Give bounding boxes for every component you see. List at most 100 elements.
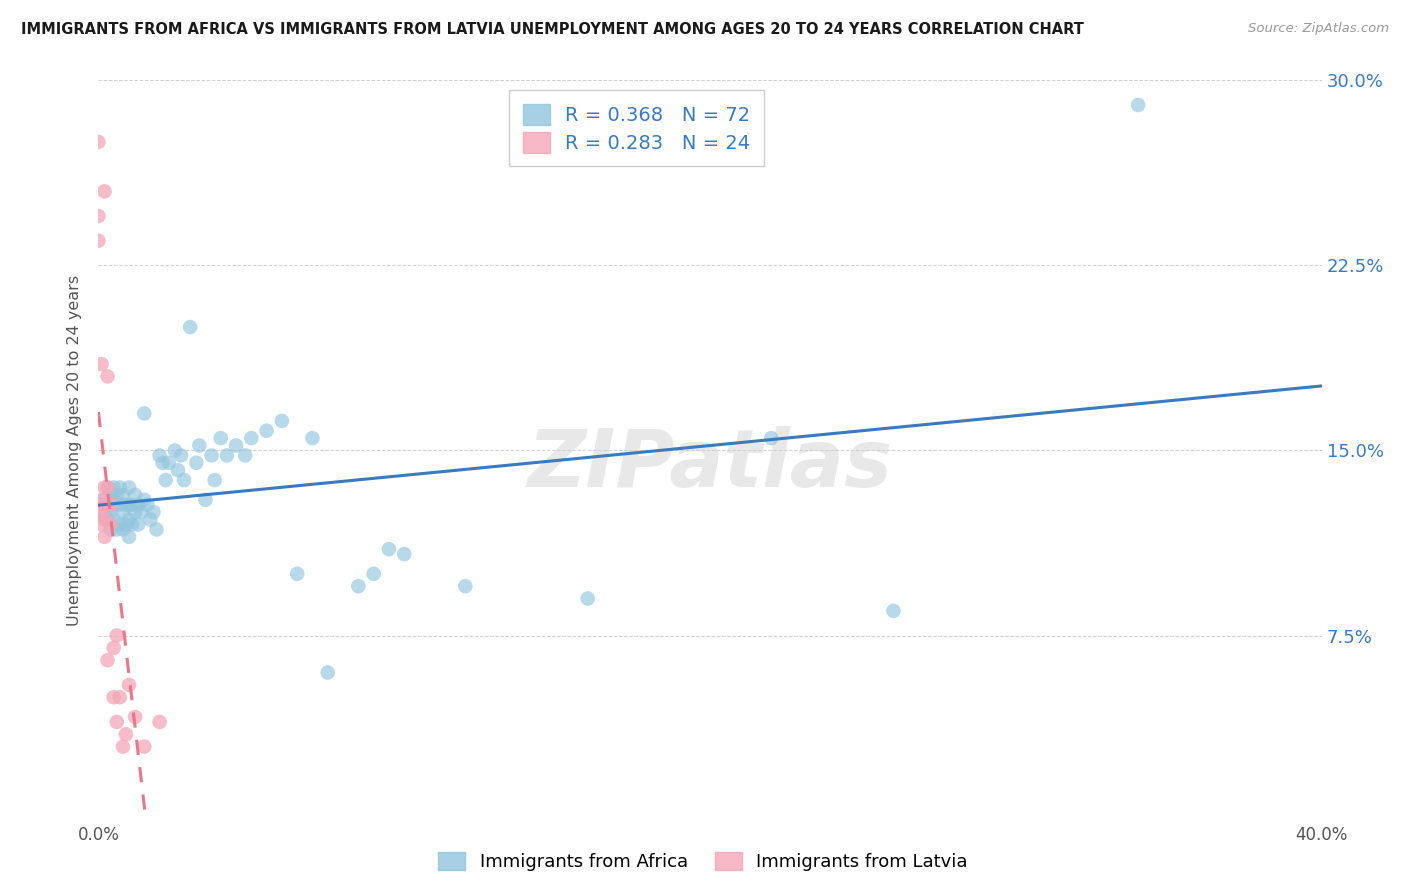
Point: [225, 438, 247, 452]
Point: [93, 505, 115, 519]
Point: [105, 488, 128, 502]
Point: [103, 512, 125, 526]
Point: [454, 579, 477, 593]
Point: [111, 505, 134, 519]
Point: [100, 517, 122, 532]
Point: [134, 492, 156, 507]
Point: [100, 492, 122, 507]
Point: [115, 517, 138, 532]
Point: [97, 369, 120, 384]
Point: [108, 498, 131, 512]
Point: [97, 498, 120, 512]
Text: Source: ZipAtlas.com: Source: ZipAtlas.com: [1249, 22, 1389, 36]
Point: [118, 498, 141, 512]
Point: [93, 184, 115, 198]
Point: [215, 449, 238, 463]
Point: [200, 449, 222, 463]
Point: [145, 523, 167, 537]
Point: [111, 488, 134, 502]
Legend: Immigrants from Africa, Immigrants from Latvia: Immigrants from Africa, Immigrants from …: [430, 845, 976, 879]
Point: [204, 473, 226, 487]
Point: [152, 456, 174, 470]
Point: [134, 739, 156, 754]
Point: [103, 492, 125, 507]
Point: [163, 443, 186, 458]
Point: [124, 710, 146, 724]
Point: [124, 488, 146, 502]
Text: ZIPatlas: ZIPatlas: [527, 426, 893, 504]
Point: [209, 431, 232, 445]
Point: [108, 690, 131, 705]
Point: [883, 604, 905, 618]
Point: [173, 473, 195, 487]
Point: [115, 498, 138, 512]
Point: [93, 512, 115, 526]
Point: [87, 135, 110, 149]
Point: [108, 480, 131, 494]
Point: [240, 431, 263, 445]
Point: [139, 512, 162, 526]
Point: [93, 530, 115, 544]
Point: [233, 449, 256, 463]
Point: [90, 492, 112, 507]
Point: [124, 505, 146, 519]
Point: [97, 498, 120, 512]
Point: [129, 505, 152, 519]
Point: [186, 456, 208, 470]
Point: [93, 480, 115, 494]
Point: [285, 566, 308, 581]
Point: [134, 407, 156, 421]
Point: [93, 492, 115, 507]
Point: [111, 739, 134, 754]
Point: [759, 431, 782, 445]
Point: [87, 234, 110, 248]
Point: [93, 498, 115, 512]
Point: [97, 480, 120, 494]
Point: [103, 480, 125, 494]
Point: [155, 473, 177, 487]
Point: [97, 653, 120, 667]
Point: [167, 463, 190, 477]
Point: [103, 498, 125, 512]
Point: [100, 498, 122, 512]
Point: [270, 414, 292, 428]
Point: [105, 714, 128, 729]
Point: [100, 505, 122, 519]
Point: [105, 628, 128, 642]
Point: [105, 523, 128, 537]
Point: [136, 498, 159, 512]
Point: [90, 517, 112, 532]
Point: [108, 517, 131, 532]
Point: [90, 357, 112, 371]
Point: [115, 727, 138, 741]
Point: [118, 530, 141, 544]
Point: [127, 498, 149, 512]
Point: [121, 498, 143, 512]
Point: [100, 523, 122, 537]
Point: [301, 431, 323, 445]
Point: [149, 714, 172, 729]
Point: [363, 566, 385, 581]
Point: [576, 591, 599, 606]
Point: [1128, 98, 1150, 112]
Point: [392, 547, 416, 561]
Point: [378, 542, 401, 557]
Point: [90, 505, 112, 519]
Point: [149, 449, 172, 463]
Point: [103, 690, 125, 705]
Point: [118, 512, 141, 526]
Point: [188, 438, 211, 452]
Point: [87, 209, 110, 223]
Legend: R = 0.368   N = 72, R = 0.283   N = 24: R = 0.368 N = 72, R = 0.283 N = 24: [509, 90, 765, 167]
Point: [142, 505, 165, 519]
Point: [118, 678, 141, 692]
Point: [103, 640, 125, 655]
Point: [194, 492, 217, 507]
Point: [157, 456, 180, 470]
Point: [170, 449, 193, 463]
Point: [97, 480, 120, 494]
Point: [179, 320, 201, 334]
Point: [256, 424, 278, 438]
Point: [121, 517, 143, 532]
Y-axis label: Unemployment Among Ages 20 to 24 years: Unemployment Among Ages 20 to 24 years: [67, 275, 83, 626]
